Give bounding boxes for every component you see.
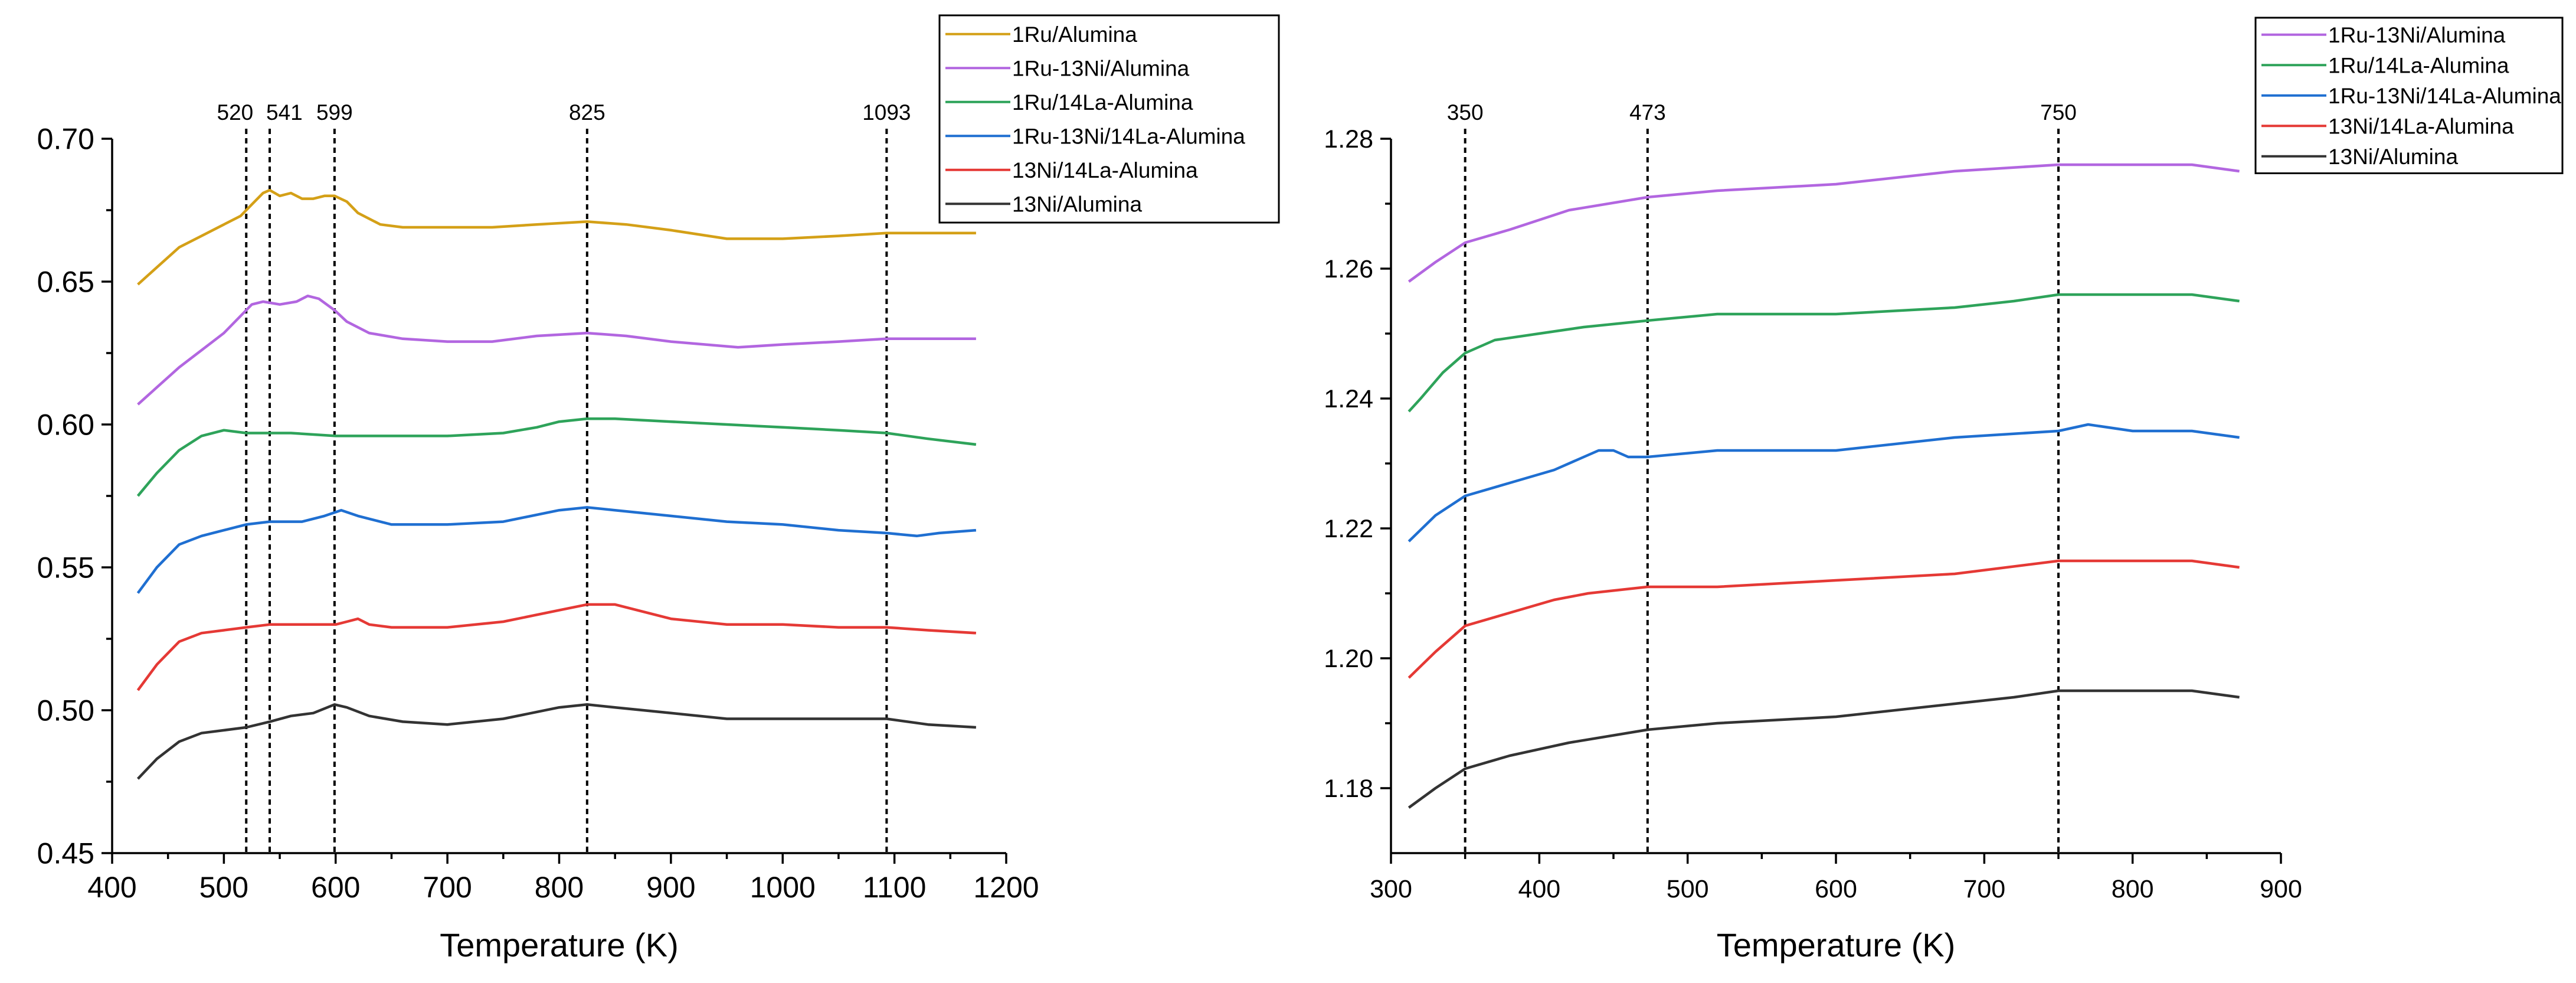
- reference-line-label: 825: [569, 100, 605, 125]
- legend-entry-label: 1Ru-13Ni/14La-Alumina: [1012, 124, 1245, 148]
- right-chart-panel: 1.18 1.20 1.22 1.24 1.26 1.28 300 400 500 600 700 8…: [1324, 17, 2564, 964]
- legend-entry-label: 1Ru/14La-Alumina: [1012, 90, 1193, 115]
- x-tick-label: 700: [423, 871, 472, 904]
- x-axis-title: Temperature (K): [440, 926, 679, 964]
- x-tick-label: 800: [535, 871, 584, 904]
- y-tick-label: 0.70: [37, 123, 94, 156]
- legend-box: [938, 14, 1280, 224]
- y-tick-label: 1.28: [1324, 125, 1373, 154]
- x-tick-label: 300: [1370, 875, 1412, 903]
- y-tick-label: 0.65: [37, 266, 94, 299]
- legend: 1Ru/Alumina 1Ru-13Ni/Alumina 1Ru/14La-Alum…: [938, 14, 1280, 224]
- series-line-13ni-alumina: [1408, 689, 2240, 809]
- x-axis-title: Temperature (K): [1717, 926, 1956, 964]
- x-tick-label: 1000: [750, 871, 816, 904]
- reference-line-label: 599: [316, 100, 353, 125]
- left-chart-panel: 0.45 0.50 0.55 0.60 0.65 0.70 400 500 600 700 800 9…: [37, 14, 1280, 964]
- x-tick-label: 1200: [973, 871, 1039, 904]
- y-tick-label: 1.24: [1324, 385, 1373, 413]
- legend-entry-label: 1Ru/Alumina: [1012, 22, 1137, 47]
- x-tick-label: 600: [311, 871, 360, 904]
- reference-line-label: 1093: [862, 100, 911, 125]
- reference-line-label: 750: [2040, 100, 2077, 125]
- series-line-1ru-alumina: [137, 188, 976, 286]
- legend-entry-label: 13Ni/14La-Alumina: [1012, 158, 1198, 182]
- series-line-13ni-14la-alumina: [136, 603, 977, 691]
- y-tick-label: 0.55: [37, 551, 94, 584]
- legend-entry-label: 13Ni/14La-Alumina: [2328, 114, 2514, 138]
- series-line-1ru-14la-alumina: [136, 417, 977, 497]
- x-tick-label: 400: [87, 871, 136, 904]
- y-tick-label: 0.45: [37, 837, 94, 870]
- series-line-1ru-14la-alumina: [1408, 293, 2240, 413]
- legend-entry-label: 1Ru-13Ni/Alumina: [2328, 23, 2506, 47]
- legend-entry-label: 1Ru/14La-Alumina: [2328, 53, 2509, 77]
- legend-entry-label: 13Ni/Alumina: [1012, 192, 1142, 216]
- reference-line-label: 350: [1447, 100, 1484, 125]
- y-tick-label: 1.26: [1324, 255, 1373, 283]
- legend-entry-label: 1Ru-13Ni/14La-Alumina: [2328, 84, 2561, 108]
- series-line-1ru-13ni-14la-alumina: [1408, 423, 2240, 543]
- legend-entry-label: 13Ni/Alumina: [2328, 145, 2458, 169]
- reference-line-label: 473: [1629, 100, 1666, 125]
- x-tick-label: 900: [646, 871, 695, 904]
- y-tick-label: 1.22: [1324, 515, 1373, 543]
- series-line-13ni-alumina: [136, 703, 977, 780]
- x-tick-label: 700: [1963, 875, 2005, 903]
- x-tick-label: 400: [1518, 875, 1560, 903]
- y-tick-label: 0.50: [37, 694, 94, 727]
- y-tick-label: 1.20: [1324, 645, 1373, 673]
- y-tick-label: 1.18: [1324, 775, 1373, 803]
- x-tick-label: 500: [199, 871, 248, 904]
- series-line-1ru-13ni-alumina: [137, 294, 976, 406]
- reference-line-label: 520: [217, 100, 254, 125]
- x-tick-label: 1100: [863, 871, 927, 904]
- x-tick-label: 500: [1667, 875, 1709, 903]
- legend: 1Ru-13Ni/Alumina 1Ru/14La-Alumina 1Ru-13Ni…: [2254, 17, 2564, 174]
- x-tick-label: 900: [2260, 875, 2302, 903]
- series-line-13ni-14la-alumina: [1408, 559, 2240, 679]
- series-line-1ru-13ni-alumina: [1408, 163, 2240, 283]
- legend-entry-label: 1Ru-13Ni/Alumina: [1012, 56, 1190, 80]
- series-line-1ru-13ni-14la-alumina: [136, 506, 977, 594]
- x-tick-label: 800: [2112, 875, 2154, 903]
- y-tick-label: 0.60: [37, 409, 94, 442]
- reference-line-label: 541: [266, 100, 303, 125]
- x-tick-label: 600: [1815, 875, 1857, 903]
